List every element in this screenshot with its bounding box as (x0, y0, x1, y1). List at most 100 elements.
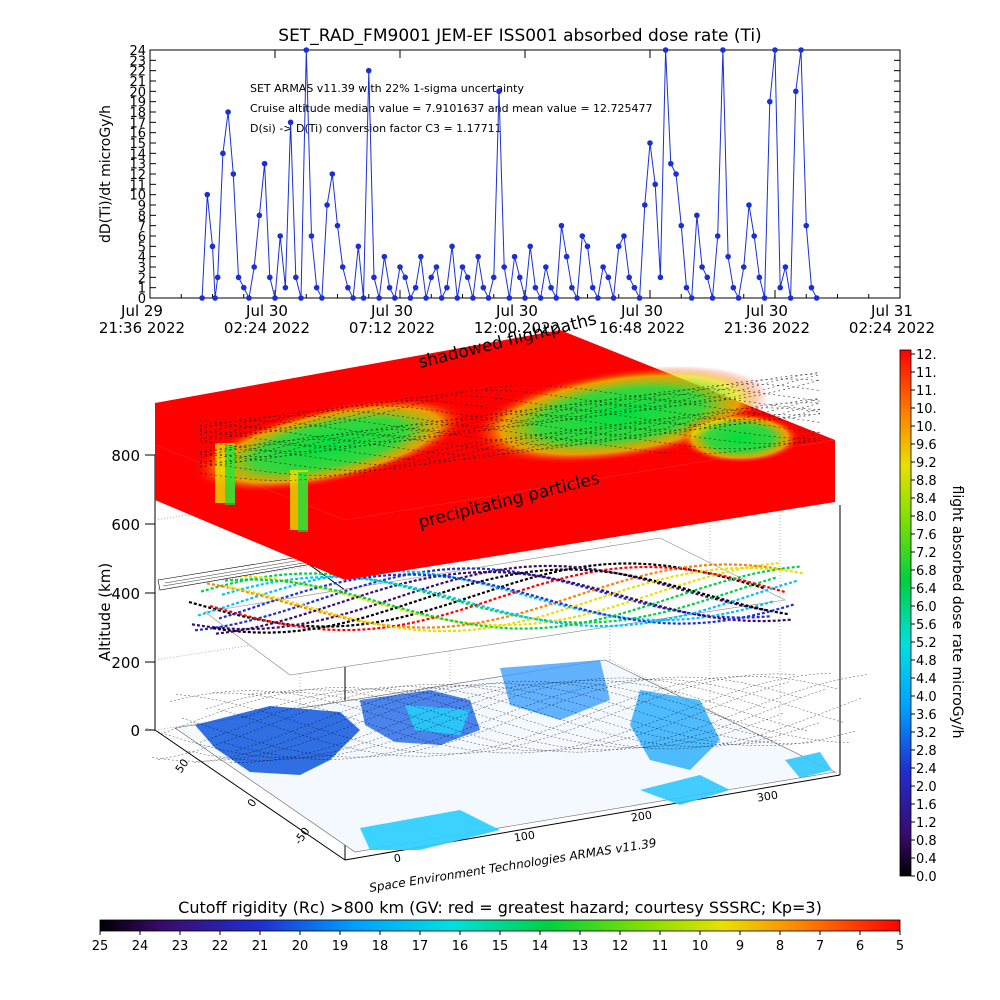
data-point (334, 222, 341, 229)
ground-track (151, 680, 773, 762)
rigidity-colorbar: Cutoff rigidity (Rc) >800 km (GV: red = … (92, 898, 904, 954)
ground-track (157, 684, 779, 761)
colorbar-tick-label: 7.6 (916, 528, 937, 543)
ground-track (163, 687, 785, 748)
colorbar-tick-label: 10. (916, 402, 937, 417)
colorbar-tick-label: 4.4 (916, 672, 937, 687)
lat-tick-label: 0 (245, 796, 260, 809)
y-tick-label: 15 (129, 137, 146, 152)
y-tick-label: 19 (129, 96, 146, 111)
data-point (511, 253, 518, 260)
data-point (199, 295, 205, 301)
y-tick-label: 14 (129, 147, 146, 162)
z-ticks: 0 200 400 600 800 (111, 447, 155, 740)
data-point (714, 233, 721, 239)
rigidity-tick-label: 23 (172, 939, 189, 954)
ground-track (241, 688, 863, 750)
colorbar-tick-label: 1.2 (916, 816, 937, 831)
colorbar-tick-label: 2.4 (916, 762, 937, 777)
data-point (339, 264, 346, 270)
annotation-line-2: Cruise altitude median value = 7.9101637… (250, 102, 653, 115)
world-map-ground (145, 659, 869, 853)
ground-track (199, 686, 821, 748)
lat-tick-label: 50 (173, 757, 192, 776)
colorbar-tick-label: 12. (916, 348, 937, 363)
rigidity-tick-label: 10 (692, 939, 709, 954)
data-point (365, 67, 372, 74)
y-tick-label: 17 (129, 116, 146, 131)
colorbar-tick-label: 9.2 (916, 456, 937, 471)
data-point (397, 264, 403, 270)
slab-track (199, 373, 821, 442)
ground-track (217, 675, 839, 757)
data-point (803, 222, 810, 229)
data-point (345, 284, 351, 291)
y-tick-label: 18 (129, 106, 146, 121)
colorbar-tick-label: 11. (916, 366, 937, 381)
colorbar-tick-label: 6.0 (916, 600, 937, 615)
lat-tick-label: -50 (292, 825, 313, 847)
rigidity-tick-label: 8 (776, 939, 784, 954)
data-point (444, 284, 450, 291)
data-point (668, 160, 674, 167)
data-point (579, 233, 586, 239)
continent-light (500, 660, 610, 720)
colorbar-ticks: 0.0 0.4 0.8 1.2 1.6 2.0 2.4 2.8 3.2 3.6 4.0 4.4 4.8 5… (911, 348, 937, 885)
data-point (272, 295, 278, 301)
orbit-track (227, 566, 804, 633)
data-point (772, 47, 778, 53)
data-point (433, 264, 440, 270)
data-point (537, 295, 544, 301)
y-tick-label: 0 (138, 292, 146, 307)
colorbar-tick-label: 9.6 (916, 438, 937, 453)
y-tick-label: 16 (129, 127, 146, 142)
hazard-slab: shadowed flightpaths precipitating parti… (155, 309, 835, 580)
z-axis-label: Altitude (km) (96, 563, 114, 661)
ground-tracks (145, 672, 869, 763)
colorbar-tick-label: 8.0 (916, 510, 937, 525)
data-point (569, 284, 575, 291)
z-tick-label: 200 (111, 654, 140, 672)
data-point (464, 274, 471, 281)
rigidity-bar-fill (99, 919, 901, 932)
rigidity-tick-label: 12 (612, 939, 629, 954)
z-tick-label: 800 (111, 447, 140, 465)
slab-track (199, 407, 821, 464)
x-tick-label-time: 02:24 2022 (849, 319, 935, 337)
data-point (204, 191, 211, 198)
data-point (485, 295, 492, 301)
colorbar-tick-label: 2.8 (916, 744, 937, 759)
x-tick-label-time: 21:36 2022 (99, 319, 185, 337)
data-point (615, 243, 622, 250)
colorbar-tick-label: 8.4 (916, 492, 937, 507)
colorbar-tick-label: 4.8 (916, 654, 937, 669)
rigidity-tick-label: 21 (252, 939, 269, 954)
colorbar-tick-label: 8.8 (916, 474, 937, 489)
data-point (391, 295, 398, 301)
rigidity-tick-label: 25 (92, 939, 109, 954)
data-point (626, 274, 632, 281)
ground-track (235, 685, 857, 752)
x-tick-label-date: Jul 30 (745, 302, 788, 320)
data-point (454, 295, 461, 301)
orbit-track (221, 576, 798, 628)
continent-cyan-4 (785, 752, 832, 778)
data-point (751, 233, 757, 239)
data-point (746, 202, 752, 208)
ground-track (247, 674, 869, 753)
data-point (652, 181, 659, 188)
ground-track (193, 683, 815, 763)
data-point (319, 295, 325, 301)
slab-track (199, 383, 821, 435)
slab-track (199, 412, 821, 458)
orbit-track (188, 562, 765, 628)
data-point (657, 274, 664, 281)
data-point (647, 140, 653, 146)
data-point (501, 264, 507, 270)
colorbar-tick-label: 0.4 (916, 852, 937, 867)
y-tick-label: 4 (138, 251, 146, 266)
data-point (527, 243, 534, 250)
data-point (407, 295, 414, 301)
